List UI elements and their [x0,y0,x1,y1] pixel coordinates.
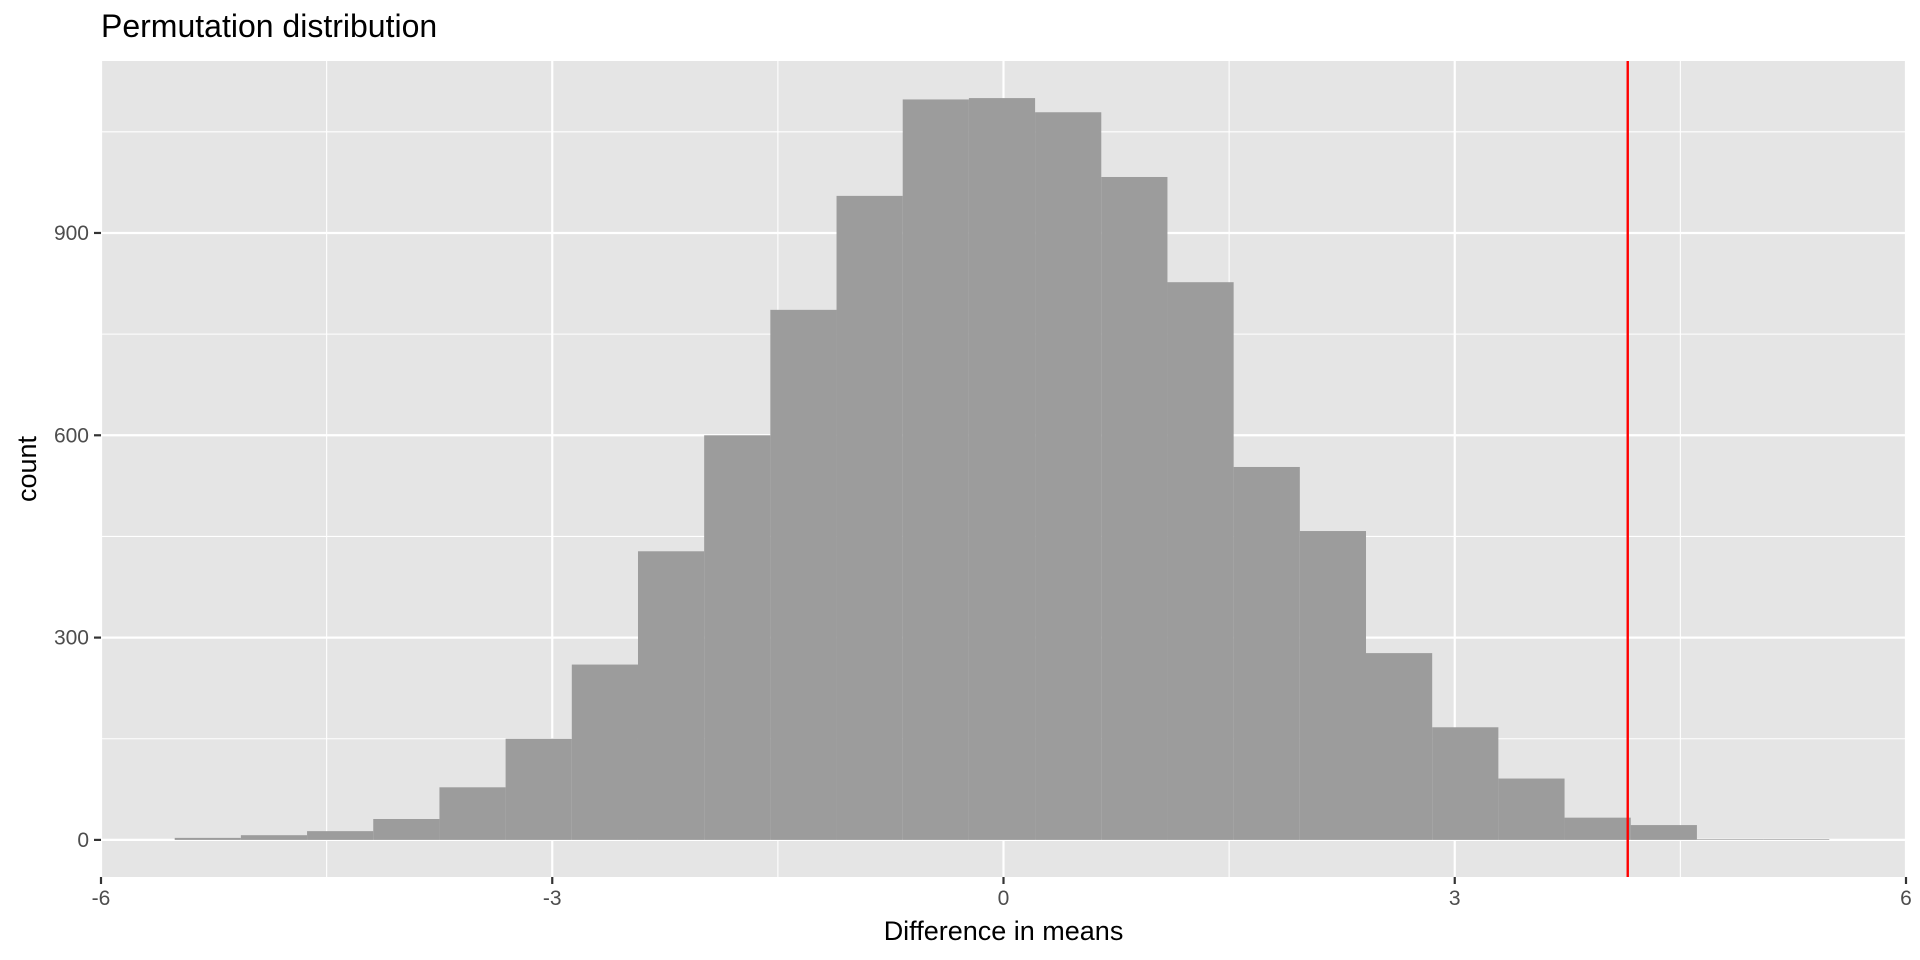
histogram-bar [1233,466,1300,840]
x-axis-title: Difference in means [884,916,1124,946]
histogram-bar [1696,839,1764,840]
axis-ticks [94,231,1908,884]
y-tick-label: 300 [54,627,89,650]
histogram-bar [240,835,308,840]
y-axis-title: count [12,435,42,502]
histogram-bar [1299,531,1367,840]
histogram-bar [1101,176,1168,840]
histogram-bar [704,435,771,840]
histogram-bar [307,831,374,840]
histogram-bars [174,98,1830,840]
histogram-bar [1630,825,1697,840]
histogram-bar [505,738,572,840]
x-tick-label: -6 [92,887,111,910]
histogram-bar [571,664,638,840]
y-tick-label: 0 [77,829,89,852]
histogram-bar [637,551,705,840]
histogram-bar [770,309,837,840]
histogram-bar [1366,653,1433,840]
histogram-bar [174,837,241,840]
histogram-bar [373,819,440,840]
x-tick-label: 0 [998,887,1010,910]
tick-labels: -6 -3 0 3 6 0 300 600 900 [54,222,1912,910]
histogram-bar [1167,282,1234,840]
histogram-bar [968,98,1036,840]
histogram-bar [1498,778,1565,840]
x-tick-label: 3 [1449,887,1461,910]
y-tick-label: 600 [54,424,89,447]
histogram-bar [1564,817,1631,840]
histogram-bar [1432,727,1499,840]
histogram-bar [1763,839,1830,840]
histogram-bar [836,195,903,840]
x-tick-label: -3 [543,887,562,910]
x-tick-label: 6 [1900,887,1912,910]
histogram-bar [902,99,969,840]
histogram-bar [1035,112,1102,840]
histogram-bar [439,787,506,840]
y-tick-label: 900 [54,222,89,245]
chart-title: Permutation distribution [101,8,438,44]
